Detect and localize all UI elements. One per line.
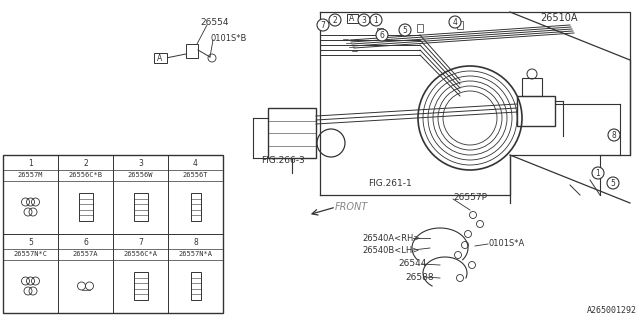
- Text: 5: 5: [611, 179, 616, 188]
- Bar: [186, 44, 198, 58]
- Circle shape: [592, 167, 604, 179]
- Text: 26588: 26588: [405, 273, 434, 282]
- Bar: [517, 96, 555, 126]
- Text: FIG.261-1: FIG.261-1: [368, 179, 412, 188]
- Text: 8: 8: [193, 237, 198, 246]
- Text: 1: 1: [596, 169, 600, 178]
- Text: 7: 7: [138, 237, 143, 246]
- Circle shape: [79, 157, 92, 169]
- Text: 3: 3: [362, 15, 367, 25]
- Bar: [522, 78, 542, 96]
- Text: 0101S*B: 0101S*B: [210, 34, 246, 43]
- Text: 26556T: 26556T: [183, 172, 208, 178]
- Text: 26557P: 26557P: [453, 193, 487, 202]
- Text: 26557N*A: 26557N*A: [179, 251, 212, 257]
- Circle shape: [399, 24, 411, 36]
- Circle shape: [24, 157, 36, 169]
- Circle shape: [134, 236, 147, 248]
- Text: 26540A<RH>: 26540A<RH>: [362, 234, 420, 243]
- Text: 7: 7: [321, 20, 325, 29]
- Text: 5: 5: [403, 26, 408, 35]
- Bar: [191, 272, 200, 300]
- Text: 26556W: 26556W: [128, 172, 153, 178]
- Bar: [3, 155, 223, 313]
- Text: 6: 6: [380, 30, 385, 39]
- Text: 3: 3: [138, 158, 143, 167]
- Text: 4: 4: [193, 158, 198, 167]
- Bar: [457, 21, 463, 29]
- Text: 2: 2: [333, 15, 337, 25]
- Text: 1: 1: [28, 158, 33, 167]
- Bar: [154, 53, 166, 63]
- Circle shape: [608, 129, 620, 141]
- Text: 26540B<LH>: 26540B<LH>: [362, 245, 419, 254]
- Circle shape: [79, 236, 92, 248]
- Text: 1: 1: [374, 15, 378, 25]
- Text: 26556C*B: 26556C*B: [68, 172, 102, 178]
- Circle shape: [370, 14, 382, 26]
- Text: 2: 2: [83, 158, 88, 167]
- Text: 0101S*A: 0101S*A: [488, 238, 524, 247]
- Text: FRONT: FRONT: [335, 202, 368, 212]
- Circle shape: [607, 177, 619, 189]
- Bar: [268, 108, 316, 158]
- Text: FIG.266-3: FIG.266-3: [261, 156, 305, 164]
- Circle shape: [24, 236, 36, 248]
- Text: 5: 5: [28, 237, 33, 246]
- Circle shape: [189, 157, 202, 169]
- Bar: [134, 272, 147, 300]
- Text: A: A: [157, 53, 163, 62]
- Bar: [346, 13, 358, 22]
- Text: 26556C*A: 26556C*A: [124, 251, 157, 257]
- Text: 6: 6: [83, 237, 88, 246]
- Circle shape: [376, 29, 388, 41]
- Bar: [134, 193, 147, 221]
- Text: 26510A: 26510A: [540, 13, 577, 23]
- Text: 26544: 26544: [398, 260, 426, 268]
- Text: 26557A: 26557A: [73, 251, 99, 257]
- Text: A265001292: A265001292: [587, 306, 637, 315]
- Circle shape: [449, 16, 461, 28]
- Circle shape: [134, 157, 147, 169]
- Text: 26557N*C: 26557N*C: [13, 251, 47, 257]
- Text: 26554: 26554: [200, 18, 228, 27]
- Bar: [417, 24, 423, 32]
- Text: 4: 4: [452, 18, 458, 27]
- Text: 8: 8: [612, 131, 616, 140]
- Text: 26557M: 26557M: [18, 172, 44, 178]
- Circle shape: [317, 19, 329, 31]
- Bar: [79, 193, 93, 221]
- Circle shape: [189, 236, 202, 248]
- Text: A: A: [349, 13, 355, 22]
- Bar: [377, 28, 383, 36]
- Bar: [191, 193, 200, 221]
- Circle shape: [329, 14, 341, 26]
- Circle shape: [358, 14, 370, 26]
